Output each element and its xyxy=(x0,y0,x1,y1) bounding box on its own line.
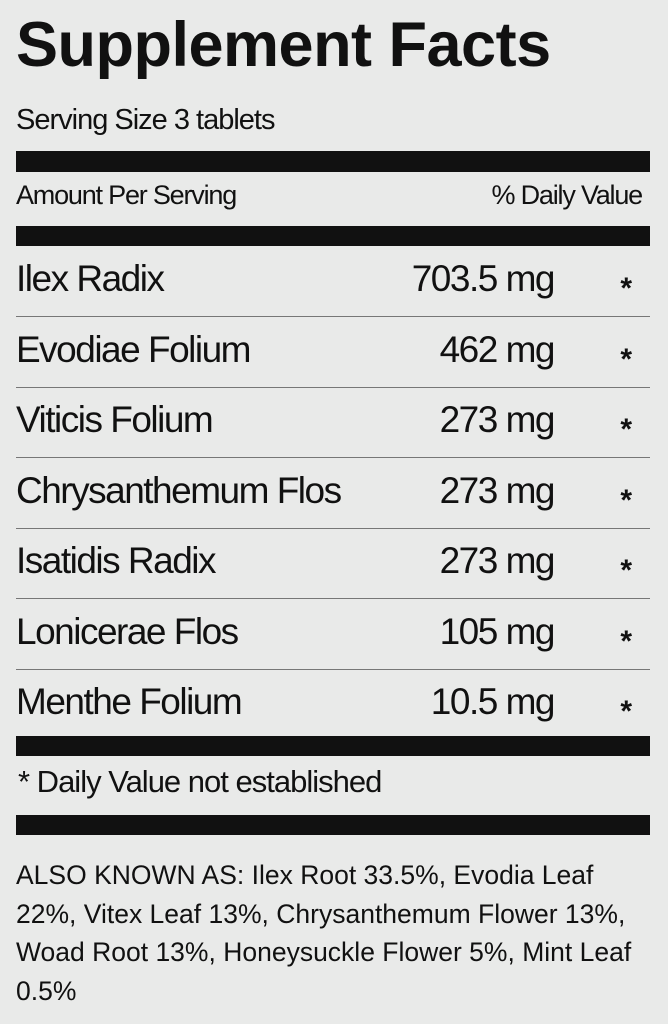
ingredient-amount: 703.5 mg xyxy=(411,258,556,299)
daily-value-asterisk: * xyxy=(620,483,632,517)
ingredient-row: Ilex Radix 703.5 mg * xyxy=(16,246,650,316)
ingredient-amount: 273 mg xyxy=(439,399,556,440)
ingredient-name: Lonicerae Flos xyxy=(16,610,239,652)
ingredient-name: Ilex Radix xyxy=(16,258,165,299)
ingredient-row: Viticis Folium 273 mg * xyxy=(16,387,650,457)
daily-value-asterisk: * xyxy=(620,554,632,587)
divider-thin xyxy=(16,457,650,458)
ingredient-name: Chrysanthemum Flos xyxy=(16,469,342,511)
divider-thick xyxy=(16,151,650,172)
daily-value-asterisk: * xyxy=(620,413,632,446)
ingredient-row: Lonicerae Flos 105 mg * xyxy=(16,599,650,669)
serving-size: Serving Size 3 tablets xyxy=(16,104,275,136)
divider-thick xyxy=(16,226,650,246)
ingredient-row: Isatidis Radix 273 mg * xyxy=(16,528,650,598)
amount-per-serving-label: Amount Per Serving xyxy=(16,180,237,210)
ingredient-amount: 273 mg xyxy=(439,469,556,511)
divider-thin xyxy=(16,527,650,529)
divider-thick xyxy=(16,736,650,756)
ingredient-row: Chrysanthemum Flos 273 mg * xyxy=(16,458,650,528)
ingredient-name: Isatidis Radix xyxy=(16,540,217,581)
ingredient-name: Menthe Folium xyxy=(16,681,243,722)
divider-thick xyxy=(16,815,650,835)
also-known-as: ALSO KNOWN AS: Ilex Root 33.5%, Evodia L… xyxy=(16,860,632,1006)
daily-value-asterisk: * xyxy=(620,695,632,728)
divider-thin xyxy=(16,316,650,317)
ingredient-name: Evodiae Folium xyxy=(16,328,252,370)
divider-thin xyxy=(16,668,650,670)
ingredient-amount: 105 mg xyxy=(439,610,556,652)
ingredient-name: Viticis Folium xyxy=(16,399,214,440)
daily-value-asterisk: * xyxy=(620,342,632,376)
ingredient-amount: 462 mg xyxy=(439,328,556,370)
daily-value-asterisk: * xyxy=(620,272,632,305)
ingredient-amount: 273 mg xyxy=(439,540,556,581)
ingredient-row: Menthe Folium 10.5 mg * xyxy=(16,669,650,739)
daily-value-label: % Daily Value xyxy=(491,180,644,210)
panel-title: Supplement Facts xyxy=(16,10,551,80)
daily-value-asterisk: * xyxy=(620,624,632,658)
ingredient-amount: 10.5 mg xyxy=(430,681,556,722)
ingredient-row: Evodiae Folium 462 mg * xyxy=(16,317,650,387)
divider-thin xyxy=(16,598,650,599)
footnote: * Daily Value not established xyxy=(18,764,382,799)
divider-thin xyxy=(16,386,650,388)
